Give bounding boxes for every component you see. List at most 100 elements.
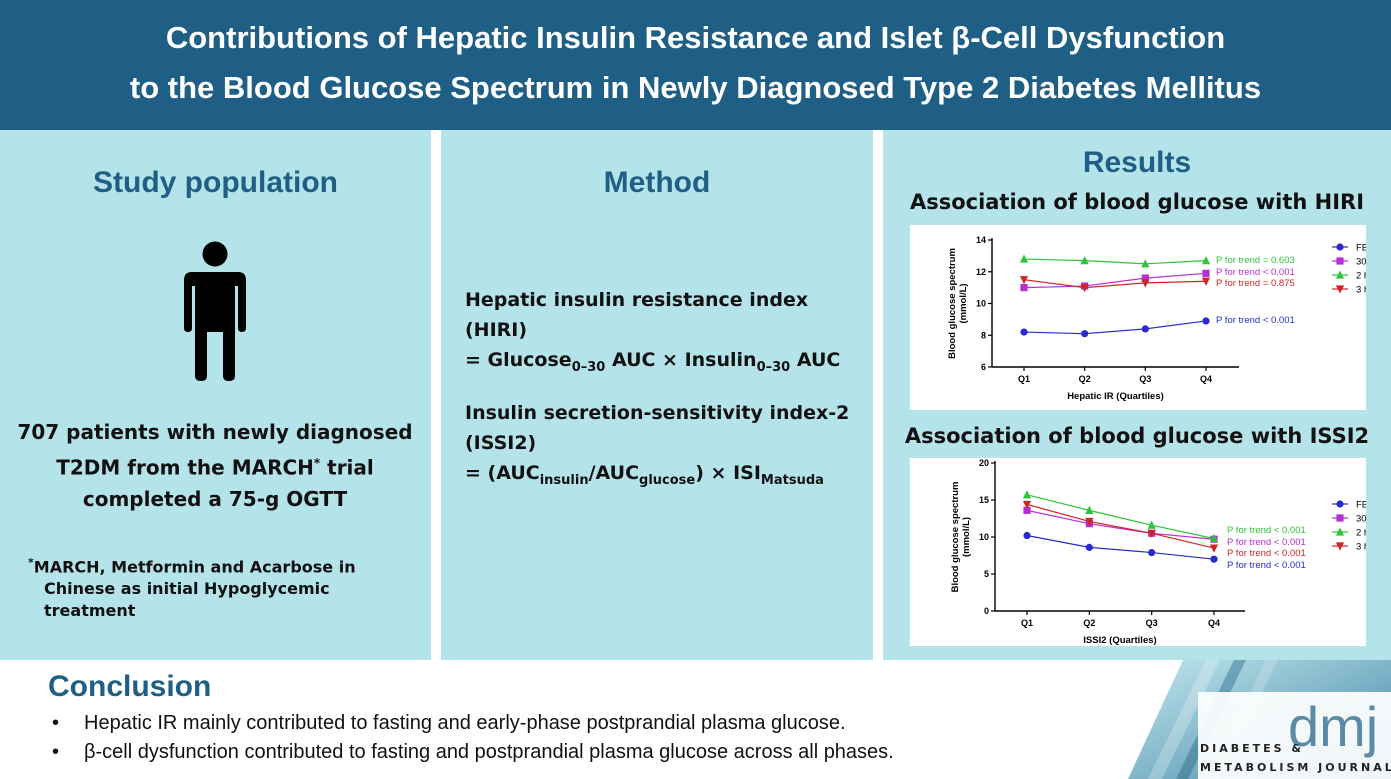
x-tick-label: Q4 — [1200, 374, 1212, 384]
trend-annotation: P for trend < 0.001 — [1216, 267, 1295, 278]
data-point — [1085, 517, 1094, 527]
y-tick-label: 10 — [976, 299, 986, 309]
trend-annotation: P for trend = 0.603 — [1216, 255, 1295, 266]
march-footnote: *MARCH, Metformin and Acarbose in Chines… — [28, 556, 356, 621]
series-line — [1026, 534, 1215, 560]
conclusion-item-2: • β-cell dysfunction contributed to fasti… — [52, 741, 894, 763]
y-axis-label-units: (mmol/L) — [961, 517, 972, 557]
legend-label: 30 min — [1356, 514, 1366, 525]
legend-marker — [1335, 542, 1345, 551]
logo-line-2: METABOLISM JOURNAL — [1200, 761, 1391, 774]
y-tick-label: 14 — [976, 235, 986, 245]
data-point — [1081, 330, 1089, 338]
hiri-formula: = Glucose0–30 AUC × Insulin0–30 AUC — [465, 349, 841, 375]
data-point — [1202, 269, 1210, 277]
y-tick-label: 20 — [979, 458, 989, 468]
data-point — [1020, 284, 1028, 292]
population-description: 707 patients with newly diagnosed T2DM f… — [10, 417, 420, 515]
hiri-chart: 6 8 10 12 14 Q1 Q2 Q3 Q4 Hepatic IR (Quartiles) Bl… — [910, 225, 1385, 410]
trend-annotation: P for trend < 0.001 — [1227, 525, 1306, 536]
data-point — [1201, 256, 1211, 265]
y-tick-label: 5 — [984, 569, 989, 579]
data-point — [1202, 317, 1210, 325]
legend-marker — [1335, 270, 1345, 279]
legend-label: 3 h — [1356, 542, 1366, 553]
legend-label: 3 h — [1356, 285, 1366, 296]
legend-marker — [1336, 243, 1344, 251]
legend-marker — [1336, 514, 1344, 522]
conclusion-title: Conclusion — [48, 670, 212, 703]
data-point — [1147, 529, 1156, 538]
series-line — [1026, 494, 1215, 540]
legend-label: 2 h — [1356, 528, 1366, 539]
legend-label: FBP — [1356, 500, 1366, 511]
y-axis-label: Blood glucose spectrum — [950, 482, 961, 593]
trend-annotation: P for trend < 0.001 — [1227, 537, 1306, 548]
legend-label: FBP — [1356, 243, 1366, 254]
data-point — [1023, 531, 1031, 540]
hiri-chart-svg: 6 8 10 12 14 Q1 Q2 Q3 Q4 Hepatic IR (Quartiles) Bl… — [947, 235, 1385, 402]
data-point — [1147, 520, 1156, 529]
results-panel: Results Association of blood glucose wit… — [883, 130, 1391, 660]
data-point — [1022, 490, 1032, 499]
dmj-logo: dmj DIABETES & METABOLISM JOURNAL — [1128, 660, 1391, 779]
series-line — [1026, 509, 1215, 540]
data-point — [1141, 259, 1150, 268]
series-line — [1023, 320, 1207, 335]
population-line-1: 707 patients with newly diagnosed — [17, 420, 413, 444]
legend-label: 30 min — [1356, 257, 1366, 268]
y-tick-label: 12 — [976, 267, 986, 277]
series-line — [1026, 503, 1215, 549]
y-tick-label: 15 — [979, 495, 989, 505]
data-point — [1020, 328, 1028, 336]
series-line — [1023, 258, 1207, 265]
legend-marker — [1336, 500, 1344, 508]
issi2-chart-heading: Association of blood glucose with ISSI2 — [904, 424, 1370, 448]
data-point — [1080, 256, 1089, 265]
logo-mark: dmj — [1288, 695, 1378, 758]
method-panel: Method Hepatic insulin resistance index … — [441, 130, 873, 660]
data-point — [1080, 284, 1089, 293]
issi2-definition: Insulin secretion-sensitivity index-2 (I… — [465, 398, 865, 496]
data-point — [1141, 274, 1149, 282]
legend-marker — [1335, 527, 1345, 536]
x-tick-label: Q2 — [1079, 374, 1091, 384]
trend-annotation: P for trend < 0.001 — [1227, 548, 1306, 559]
title-line-2: to the Blood Glucose Spectrum in Newly D… — [129, 70, 1262, 105]
header-banner: Contributions of Hepatic Insulin Resista… — [0, 0, 1391, 130]
conclusion-item-1: • Hepatic IR mainly contributed to fastin… — [52, 712, 846, 734]
logo-line-1: DIABETES & — [1200, 742, 1304, 755]
issi2-formula: = (AUCinsulin/AUCglucose) × ISIMatsuda — [465, 462, 824, 488]
data-point — [1210, 555, 1218, 563]
study-population-title: Study population — [93, 166, 338, 199]
x-axis-label: Hepatic IR (Quartiles) — [1067, 391, 1164, 402]
series-line — [1023, 279, 1207, 289]
x-tick-label: Q3 — [1139, 374, 1151, 384]
data-point — [1141, 279, 1150, 288]
y-tick-label: 8 — [981, 330, 986, 340]
legend-label: 2 h — [1356, 271, 1366, 282]
x-tick-label: Q4 — [1208, 618, 1220, 628]
data-point — [1023, 506, 1031, 514]
x-axis-label: ISSI2 (Quartiles) — [1083, 635, 1156, 646]
x-tick-label: Q2 — [1083, 618, 1095, 628]
data-point — [1141, 325, 1149, 333]
y-tick-label: 10 — [979, 532, 989, 542]
population-line-2: T2DM from the MARCH* trial — [56, 455, 374, 480]
study-population-panel: Study population 707 patients with newly… — [0, 130, 431, 660]
results-title: Results — [1082, 146, 1192, 179]
data-point — [1022, 500, 1032, 510]
x-tick-label: Q1 — [1018, 374, 1030, 384]
data-point — [1148, 548, 1156, 557]
data-point — [1085, 505, 1094, 514]
trend-annotation: P for trend < 0.001 — [1227, 560, 1306, 571]
legend-marker — [1336, 257, 1344, 265]
x-tick-label: Q1 — [1021, 618, 1033, 628]
trend-annotation: P for trend = 0.875 — [1216, 278, 1295, 289]
data-point — [1201, 277, 1211, 286]
y-tick-label: 6 — [981, 362, 986, 372]
issi2-chart-svg: 0 5 10 15 20 Q1 Q2 Q3 Q4 ISSI2 (Quartiles) Blood g… — [950, 458, 1385, 646]
issi2-chart: 0 5 10 15 20 Q1 Q2 Q3 Q4 ISSI2 (Quartiles) Blood g… — [910, 458, 1385, 646]
legend-marker — [1335, 285, 1345, 294]
series-line — [1023, 272, 1207, 289]
